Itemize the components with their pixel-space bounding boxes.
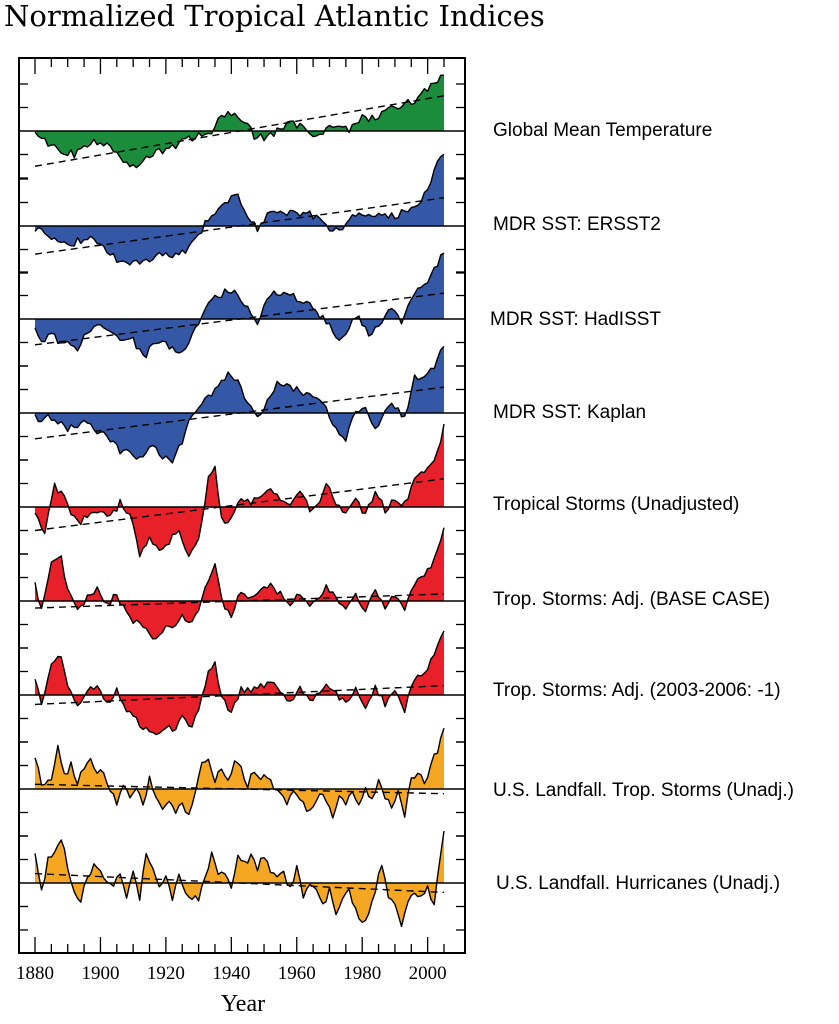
series-label: MDR SST: Kaplan (493, 402, 646, 423)
series-line (34, 74, 445, 169)
series-line (34, 153, 445, 266)
trend-line (34, 386, 445, 440)
series-line (34, 423, 445, 558)
series-area (35, 154, 444, 265)
series-area (35, 253, 444, 358)
x-tick-label: 1880 (16, 963, 54, 984)
series-area (35, 527, 444, 639)
panel-3: MDR SST: HadISST (19, 252, 661, 367)
trend-line (34, 95, 445, 167)
trend-line (34, 684, 445, 706)
x-axis-title: Year (221, 991, 265, 1017)
plot-frame (18, 57, 466, 954)
series-label: MDR SST: ERSST2 (493, 214, 661, 235)
trend-line (34, 872, 445, 894)
panel-7: Trop. Storms: Adj. (2003-2006: -1) (19, 630, 781, 743)
series-line (34, 527, 445, 640)
x-tick-label: 1960 (278, 963, 316, 984)
trend-line (34, 478, 445, 532)
panel-9: U.S. Landfall. Hurricanes (Unadj.) (19, 830, 780, 931)
panel-4: MDR SST: Kaplan (19, 345, 646, 464)
series-area (35, 728, 444, 818)
series-label: Tropical Storms (Unadjusted) (493, 494, 739, 515)
series-line (34, 345, 445, 464)
axis-ticks: 1880 1900 1920 1940 1960 1980 2000 (16, 58, 447, 984)
series-line (34, 630, 445, 736)
x-tick-label: 1940 (212, 963, 250, 984)
trend-line (34, 197, 445, 255)
x-tick-label: 1900 (81, 963, 119, 984)
series-label: MDR SST: HadISST (490, 309, 661, 330)
series-area (35, 346, 444, 463)
series-line (34, 252, 445, 359)
series-area (35, 75, 444, 168)
series-area (35, 424, 444, 557)
series-label: U.S. Landfall. Trop. Storms (Unadj.) (493, 780, 794, 801)
series-area (35, 631, 444, 735)
panels: Global Mean Temperature MDR SST: ERSST2 MD… (19, 74, 794, 931)
series-area (35, 831, 444, 927)
x-tick-label: 1920 (147, 963, 185, 984)
panel-2: MDR SST: ERSST2 (19, 153, 661, 274)
panel-1: Global Mean Temperature (19, 74, 712, 179)
trend-line (34, 783, 445, 795)
series-label: Global Mean Temperature (493, 120, 712, 141)
series-label: Trop. Storms: Adj. (2003-2006: -1) (493, 680, 781, 701)
series-line (34, 727, 445, 819)
series-label: U.S. Landfall. Hurricanes (Unadj.) (496, 873, 780, 894)
trend-line (34, 292, 445, 346)
x-tick-label: 1980 (343, 963, 381, 984)
panel-8: U.S. Landfall. Trop. Storms (Unadj.) (19, 727, 794, 837)
chart-title: Normalized Tropical Atlantic Indices (4, 0, 545, 33)
panel-5: Tropical Storms (Unadjusted) (19, 423, 739, 558)
series-label: Trop. Storms: Adj. (BASE CASE) (493, 589, 770, 610)
trend-line (34, 593, 445, 609)
x-tick-label: 2000 (409, 963, 447, 984)
panel-6: Trop. Storms: Adj. (BASE CASE) (19, 527, 770, 649)
